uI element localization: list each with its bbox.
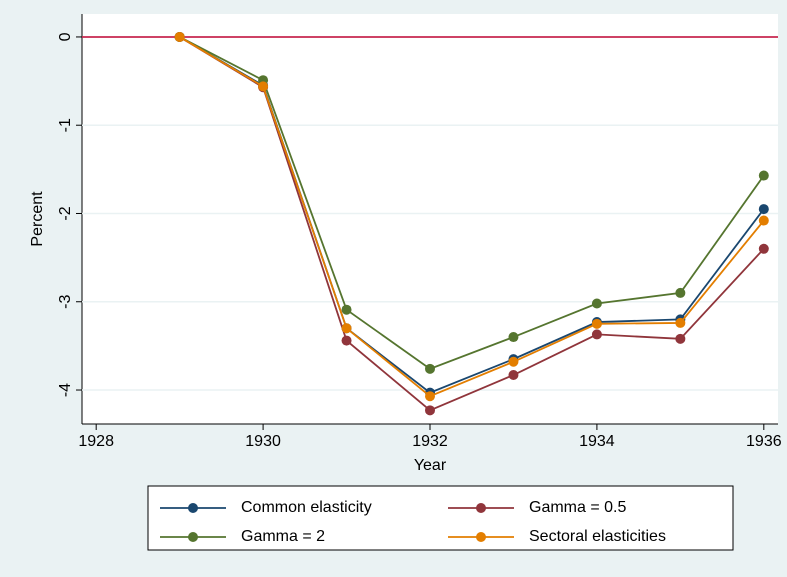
- y-axis-title: Percent: [29, 191, 46, 247]
- legend-marker: [188, 503, 198, 513]
- legend-marker: [188, 532, 198, 542]
- legend-marker: [476, 503, 486, 513]
- data-point: [508, 332, 519, 343]
- series-line: [179, 36, 765, 370]
- data-point: [258, 81, 269, 92]
- data-point: [591, 298, 602, 309]
- data-point: [341, 304, 352, 315]
- y-tick-label: 0: [57, 32, 74, 41]
- y-tick-label: -2: [57, 206, 74, 220]
- series-line: [179, 36, 765, 412]
- legend-label: Sectoral elasticities: [529, 528, 666, 545]
- y-tick-label: -1: [57, 118, 74, 132]
- data-point: [675, 287, 686, 298]
- data-point: [758, 204, 769, 215]
- data-point: [591, 318, 602, 329]
- x-axis-title: Year: [414, 457, 447, 474]
- x-tick-label: 1936: [746, 433, 782, 450]
- data-point: [425, 405, 435, 416]
- data-point: [675, 317, 686, 328]
- y-tick-label: -4: [57, 383, 74, 397]
- x-tick-label: 1930: [245, 433, 281, 450]
- legend-label: Common elasticity: [241, 499, 372, 516]
- data-point: [591, 329, 602, 340]
- data-point: [341, 323, 352, 334]
- series-line: [179, 36, 765, 398]
- x-tick-label: 1932: [412, 433, 448, 450]
- legend-label: Gamma = 2: [241, 528, 325, 545]
- data-point: [425, 391, 435, 402]
- data-point: [508, 370, 519, 381]
- data-point: [341, 335, 352, 346]
- plot-area: [82, 14, 778, 424]
- data-point: [425, 363, 435, 374]
- data-point: [675, 333, 686, 344]
- legend-marker: [476, 532, 486, 542]
- x-tick-label: 1934: [579, 433, 615, 450]
- legend: [147, 485, 734, 551]
- x-tick-label: 1928: [78, 433, 114, 450]
- y-tick-label: -3: [57, 295, 74, 309]
- data-point: [758, 243, 769, 254]
- data-point: [758, 170, 769, 181]
- data-point: [174, 31, 185, 42]
- legend-label: Gamma = 0.5: [529, 499, 626, 516]
- data-point: [508, 356, 519, 367]
- data-point: [758, 215, 769, 226]
